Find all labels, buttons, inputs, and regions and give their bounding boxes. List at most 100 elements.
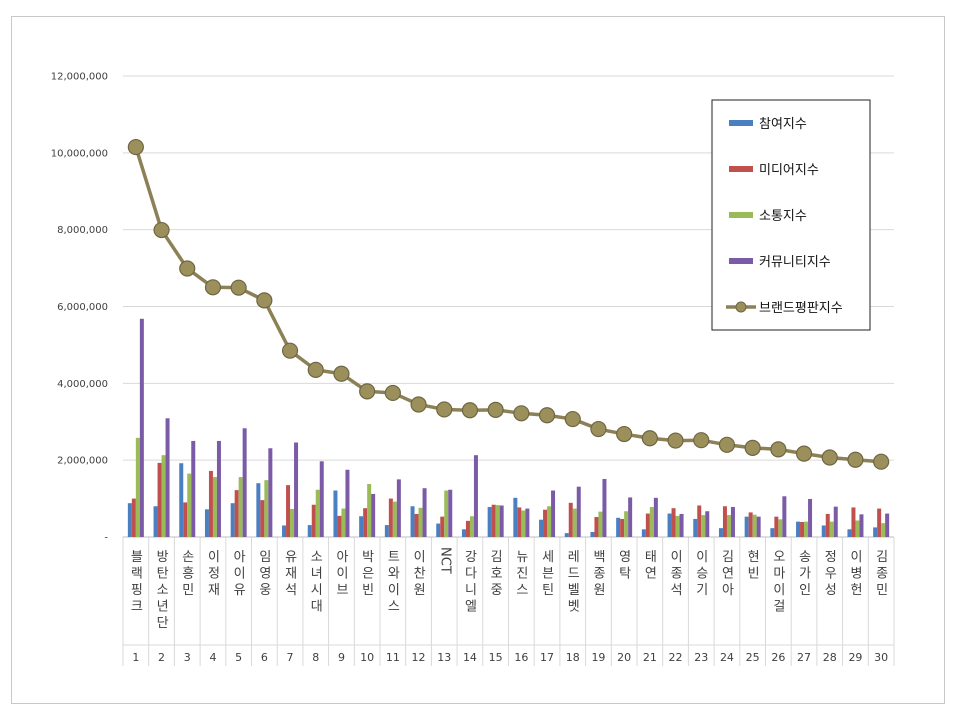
bar-4: 커뮤니티지수: 790000 — [833, 506, 838, 537]
bar-3: 소통지수: 1650000 — [187, 473, 192, 537]
rank-label: 4 — [209, 651, 216, 664]
bar-3: 소통지수: 690000 — [521, 510, 526, 537]
rank-label: 6 — [261, 651, 268, 664]
bar-1: 참여지수: 800000 — [410, 506, 415, 537]
bar-1: 참여지수: 800000 — [153, 506, 158, 537]
bar-2: 미디어지수: 1220000 — [234, 490, 239, 537]
rank-label: 10 — [360, 651, 374, 664]
bar-3: 소통지수: 1230000 — [315, 489, 320, 537]
bar-1: 참여지수: 200000 — [847, 529, 852, 537]
brand-index-point — [873, 453, 890, 470]
y-tick-label: 2,000,000 — [57, 456, 108, 467]
legend-box — [711, 99, 871, 331]
bar-2: 미디어지수: 770000 — [851, 507, 856, 537]
rank-label: 17 — [540, 651, 554, 664]
bar-3: 소통지수: 430000 — [855, 520, 860, 537]
brand-index-line — [127, 138, 890, 470]
bar-2: 미디어지수: 470000 — [620, 518, 625, 537]
bar-3: 소통지수: 400000 — [804, 521, 809, 537]
bar-1: 참여지수: 130000 — [590, 532, 595, 537]
bar-4: 커뮤니티지수: 1230000 — [448, 489, 453, 537]
rank-label: 28 — [823, 651, 837, 664]
legend-swatch — [729, 120, 753, 126]
y-tick-label: 8,000,000 — [57, 225, 108, 236]
bar-4: 커뮤니티지수: 5680000 — [139, 318, 144, 537]
brand-index-point — [487, 401, 504, 418]
y-axis-ticks: - 2,000,000 4,000,000 6,000,000 8,000,000 10,… — [51, 72, 109, 544]
bar-2: 미디어지수: 960000 — [260, 500, 265, 537]
bar-4: 커뮤니티지수: 990000 — [808, 498, 813, 537]
rank-label: 7 — [287, 651, 294, 664]
bar-3: 소통지수: 570000 — [701, 515, 706, 537]
bar-3: 소통지수: 740000 — [572, 508, 577, 537]
bar-4: 커뮤니티지수: 1750000 — [345, 469, 350, 537]
legend-label: 소통지수 — [759, 209, 807, 224]
legend-swatch — [729, 258, 753, 264]
bar-1: 참여지수: 530000 — [744, 516, 749, 537]
brand-index-point — [795, 445, 813, 462]
bar-2: 미디어지수: 820000 — [697, 505, 702, 537]
brand-index-point — [436, 401, 453, 418]
bar-2: 미디어지수: 900000 — [183, 502, 188, 537]
rank-label: 14 — [463, 651, 477, 664]
bar-3: 소통지수: 540000 — [469, 516, 474, 537]
bar-2: 미디어지수: 600000 — [825, 513, 830, 537]
bar-2: 미디어지수: 840000 — [311, 504, 316, 537]
brand-index-point — [333, 365, 350, 382]
bar-3: 소통지수: 550000 — [675, 515, 680, 537]
bar-1: 참여지수: 100000 — [564, 533, 569, 537]
legend-swatch — [729, 166, 753, 172]
legend-label: 브랜드평판지수 — [759, 301, 843, 316]
brand-index-point — [744, 439, 761, 456]
rank-label: 20 — [617, 651, 631, 664]
bar-1: 참여지수: 310000 — [384, 525, 389, 537]
brand-index-point — [384, 384, 401, 402]
bar-1: 참여지수: 200000 — [641, 529, 646, 537]
bar-3: 소통지수: 920000 — [392, 501, 397, 537]
brand-index-point — [616, 425, 633, 443]
rank-label: 16 — [514, 651, 528, 664]
brand-index-point — [359, 383, 376, 400]
bar-3: 소통지수: 780000 — [649, 507, 654, 537]
rank-label: 3 — [184, 651, 191, 664]
bar-4: 커뮤니티지수: 610000 — [885, 513, 890, 537]
bar-2: 미디어지수: 550000 — [337, 515, 342, 537]
bar-1: 참여지수: 1210000 — [333, 490, 338, 537]
bar-4: 커뮤니티지수: 2130000 — [473, 455, 478, 537]
bar-3: 소통지수: 360000 — [881, 523, 886, 537]
bar-2: 미디어지수: 420000 — [465, 520, 470, 537]
bar-4: 커뮤니티지수: 670000 — [705, 511, 710, 537]
bar-4: 커뮤니티지수: 2500000 — [191, 440, 196, 537]
bar-4: 커뮤니티지수: 1030000 — [628, 497, 633, 537]
bar-3: 소통지수: 730000 — [290, 508, 295, 537]
legend-label: 참여지수 — [759, 117, 807, 132]
bar-2: 미디어지수: 530000 — [774, 516, 779, 537]
bar-4: 커뮤니티지수: 1500000 — [396, 479, 401, 537]
bar-2: 미디어지수: 840000 — [491, 504, 496, 537]
bar-2: 미디어지수: 1000000 — [131, 498, 136, 537]
bar-4: 커뮤니티지수: 2500000 — [216, 440, 221, 537]
rank-label: 12 — [412, 651, 426, 664]
brand-index-point — [281, 342, 299, 359]
brand-index-point — [256, 292, 273, 309]
bar-4: 커뮤니티지수: 1120000 — [371, 493, 376, 537]
bar-2: 미디어지수: 740000 — [877, 508, 882, 537]
bar-1: 참여지수: 300000 — [282, 525, 287, 537]
rank-label: 22 — [669, 651, 683, 664]
bar-2: 미디어지수: 390000 — [800, 522, 805, 537]
brand-index-point — [461, 402, 479, 419]
bar-3: 소통지수: 760000 — [418, 507, 423, 537]
brand-index-point — [821, 449, 838, 466]
bar-3: 소통지수: 660000 — [598, 511, 603, 537]
bar-1: 참여지수: 1920000 — [179, 463, 184, 537]
brand-index-point — [410, 396, 427, 413]
